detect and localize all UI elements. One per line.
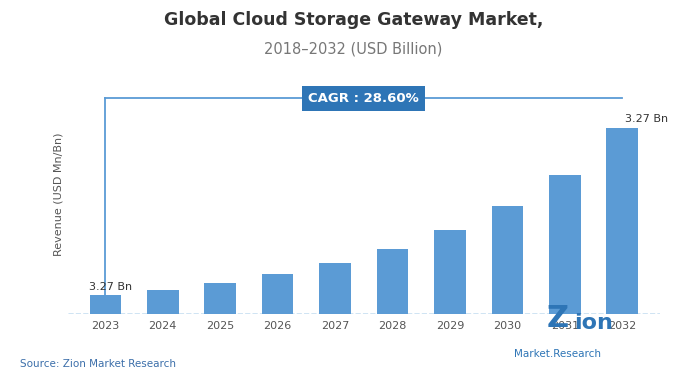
Text: ion: ion	[575, 313, 613, 333]
Text: 3.27 Bn: 3.27 Bn	[89, 282, 133, 292]
Bar	[147, 290, 179, 314]
Bar	[90, 295, 121, 314]
Text: 3.27 Bn: 3.27 Bn	[625, 114, 668, 124]
Bar	[377, 249, 408, 314]
Bar	[549, 175, 581, 314]
Text: CAGR : 28.60%: CAGR : 28.60%	[309, 92, 419, 105]
Bar	[320, 263, 351, 314]
Bar	[262, 274, 294, 314]
Bar	[205, 283, 236, 314]
Text: Market.Research: Market.Research	[514, 349, 601, 359]
Y-axis label: Revenue (USD Mn/Bn): Revenue (USD Mn/Bn)	[54, 133, 64, 256]
Text: Source: Zion Market Research: Source: Zion Market Research	[20, 359, 176, 369]
Bar	[607, 128, 638, 314]
Bar	[434, 230, 466, 314]
Text: 2018–2032 (USD Billion): 2018–2032 (USD Billion)	[265, 42, 443, 57]
Bar	[492, 206, 523, 314]
Text: Z: Z	[547, 304, 568, 333]
Text: Global Cloud Storage Gateway Market,: Global Cloud Storage Gateway Market,	[164, 11, 543, 29]
